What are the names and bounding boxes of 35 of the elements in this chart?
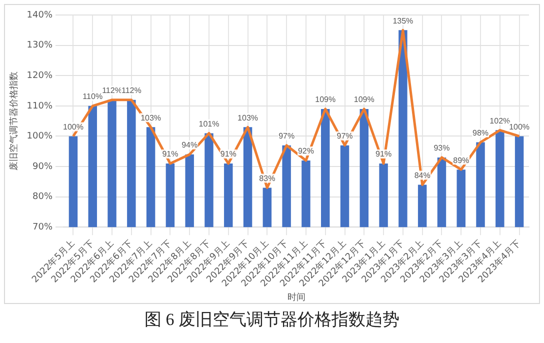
data-label: 100% (509, 122, 530, 132)
data-label: 103% (238, 113, 258, 122)
data-label: 91% (376, 150, 392, 159)
y-tick-label: 130% (26, 40, 53, 51)
y-tick-label: 140% (26, 10, 53, 20)
y-tick-label: 80% (32, 192, 53, 202)
y-tick-label: 90% (32, 162, 53, 172)
data-label: 91% (220, 150, 236, 159)
data-label: 94% (182, 140, 198, 150)
text: 图 6 废旧空气调节器价格指数趋势 (144, 309, 400, 331)
y-tick-label: 120% (26, 70, 53, 81)
data-label: 109% (354, 95, 374, 104)
data-label: 112% (121, 86, 142, 96)
y-tick-label: 100% (26, 132, 53, 142)
data-label: 91% (162, 150, 178, 159)
data-label: 110% (82, 92, 103, 102)
y-tick-label: 110% (26, 101, 53, 112)
y-tick-label: 70% (32, 222, 53, 233)
data-label: 83% (259, 174, 276, 183)
x-axis-title: 时间 (287, 292, 306, 303)
data-label: 89% (453, 156, 470, 165)
data-label: 97% (278, 132, 295, 141)
data-label: 84% (414, 170, 430, 180)
data-label: 93% (434, 144, 450, 153)
data-label: 97% (336, 132, 353, 141)
data-label: 135% (392, 16, 414, 26)
data-label: 102% (490, 116, 510, 126)
data-label: 103% (140, 113, 162, 122)
data-label: 112% (102, 86, 122, 96)
data-label: 101% (198, 119, 220, 128)
data-label: 100% (62, 122, 84, 132)
data-label: 98% (472, 128, 489, 138)
y-axis-title: 废旧空气调节器价格指数 (8, 72, 20, 171)
data-label: 109% (315, 95, 336, 104)
data-label: 92% (298, 146, 314, 156)
